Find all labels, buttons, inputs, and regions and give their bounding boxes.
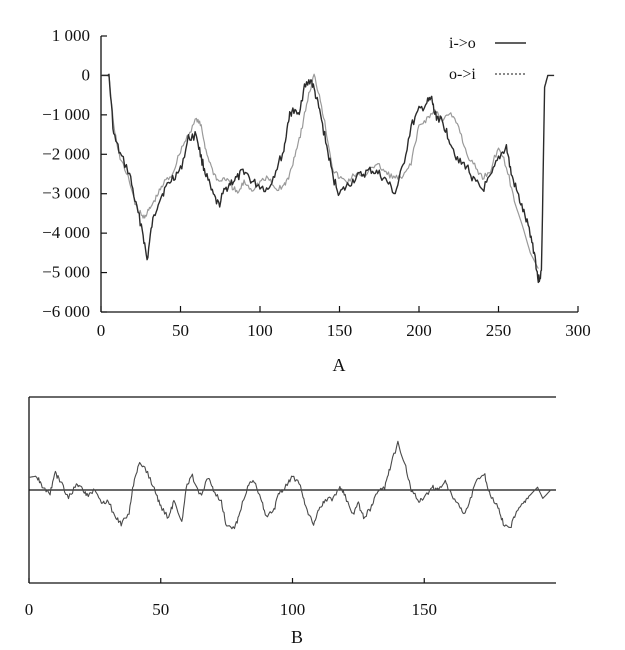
panel-a-x-tick-label: 100 (247, 321, 273, 340)
panel-a-y-tick-label: −5 000 (42, 263, 90, 282)
panel-b-x-tick-label: 50 (152, 600, 169, 619)
panel-a-y-tick-label: −3 000 (42, 184, 90, 203)
panel-b-label: B (291, 627, 303, 647)
panel-a-y-tick-label: 1 000 (52, 26, 90, 45)
panel-a-y-tick-label: −6 000 (42, 302, 90, 321)
series-i-o-line (101, 73, 555, 284)
panel-a-x-tick-label: 250 (486, 321, 512, 340)
panel-a-legend: i->o o->i (449, 35, 526, 83)
panel-a-x-tick-label: 0 (97, 321, 106, 340)
panel-b-x-tick-label: 150 (412, 600, 438, 619)
panel-a-series (101, 73, 555, 284)
legend-label-i-o: i->o (449, 35, 476, 52)
panel-b: 0 50 100 150 B (25, 396, 556, 647)
panel-b-x-tick-label: 100 (280, 600, 306, 619)
panel-a-x-tick-label: 50 (172, 321, 189, 340)
panel-a: 1 000 0 −1 000 −2 000 −3 000 −4 000 −5 000 −6 0… (42, 26, 591, 375)
panel-a-y-tick-label: 0 (82, 65, 91, 84)
panel-b-x-tick-label: 0 (25, 600, 34, 619)
panel-a-x-tick-label: 150 (327, 321, 353, 340)
panel-a-x-tick-label: 300 (565, 321, 591, 340)
panel-a-label: A (333, 355, 346, 375)
panel-a-y-tick-label: −4 000 (42, 223, 90, 242)
panel-b-x-ticks: 0 50 100 150 (25, 578, 437, 619)
panel-a-y-ticks: 1 000 0 −1 000 −2 000 −3 000 −4 000 −5 000 −6 0… (42, 26, 107, 321)
panel-a-x-ticks: 0 50 100 150 200 250 300 (97, 306, 591, 340)
panel-b-series (28, 440, 552, 530)
legend-label-o-i: o->i (449, 66, 476, 83)
series-o-i-line (101, 73, 539, 269)
panel-a-x-tick-label: 200 (406, 321, 432, 340)
panel-a-y-tick-label: −1 000 (42, 105, 90, 124)
panel-a-y-tick-label: −2 000 (42, 144, 90, 163)
panel-b-series-line (28, 440, 552, 530)
